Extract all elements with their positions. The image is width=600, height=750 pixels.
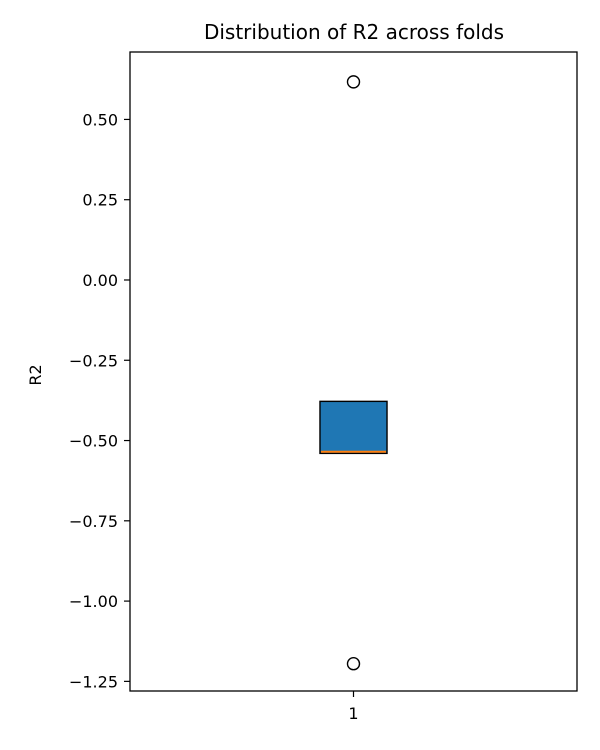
x-ticks: 1 [348, 691, 359, 723]
box [319, 400, 388, 455]
y-tick-label: 0.00 [82, 271, 118, 290]
chart-title: Distribution of R2 across folds [204, 20, 504, 44]
y-tick-label: −1.00 [69, 592, 118, 611]
y-tick-label: 0.50 [82, 110, 118, 129]
boxes [319, 75, 388, 671]
outlier-point [346, 75, 361, 89]
y-tick-label: −0.25 [69, 351, 118, 370]
y-tick-label: 0.25 [82, 191, 118, 210]
y-tick-label: −0.75 [69, 512, 118, 531]
outlier-point [346, 657, 361, 671]
y-tick-label: −0.50 [69, 432, 118, 451]
y-axis-label: R2 [26, 364, 45, 385]
plot-frame [129, 51, 578, 692]
x-tick-label: 1 [348, 704, 358, 723]
y-tick-label: −1.25 [69, 672, 118, 691]
y-ticks: 0.50 0.25 0.00 −0.25 −0.50 −0.75 −1.00 −1.25 [69, 110, 130, 691]
